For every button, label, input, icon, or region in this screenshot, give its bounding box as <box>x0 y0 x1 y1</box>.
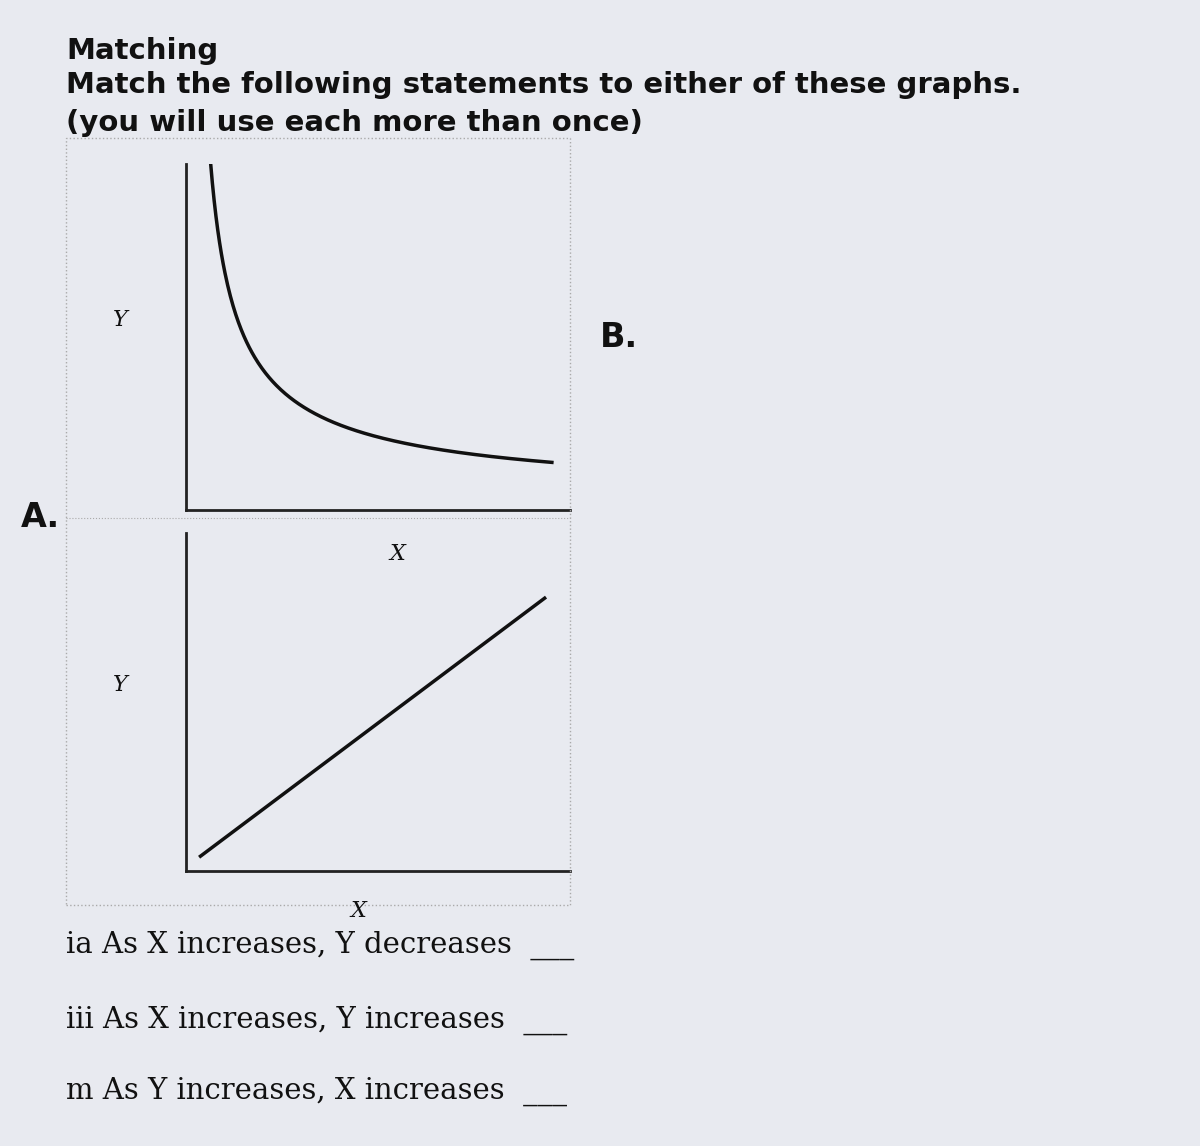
Text: Match the following statements to either of these graphs.: Match the following statements to either… <box>66 71 1021 99</box>
Text: B.: B. <box>600 321 638 354</box>
Text: X: X <box>389 542 406 565</box>
Text: Y: Y <box>113 309 127 331</box>
Text: A.: A. <box>20 501 60 534</box>
Text: iii As X increases, Y increases  ___: iii As X increases, Y increases ___ <box>66 1005 568 1035</box>
Text: (you will use each more than once): (you will use each more than once) <box>66 109 643 136</box>
Text: Matching: Matching <box>66 37 218 64</box>
Text: ia As X increases, Y decreases  ___: ia As X increases, Y decreases ___ <box>66 931 575 960</box>
Text: m As Y increases, X increases  ___: m As Y increases, X increases ___ <box>66 1076 568 1106</box>
Text: Y: Y <box>113 674 127 696</box>
Text: X: X <box>350 900 367 923</box>
